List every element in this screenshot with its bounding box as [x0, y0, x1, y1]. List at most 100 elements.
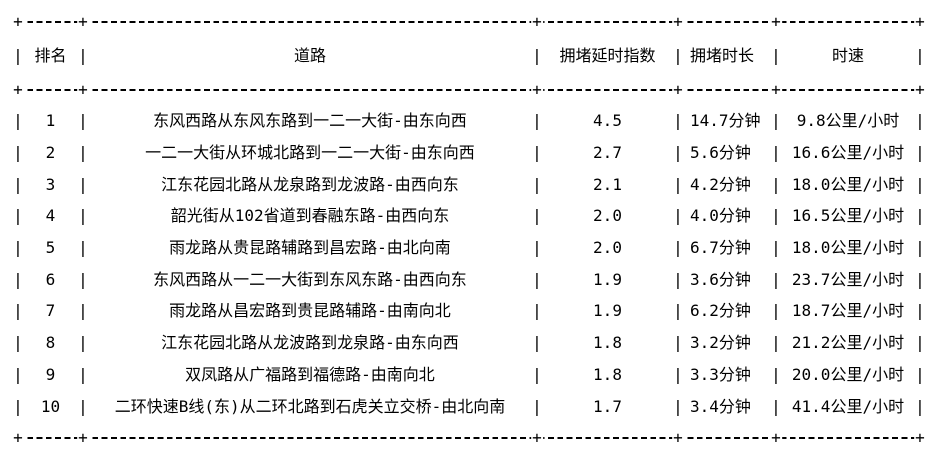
- junction-plus-glyph: +: [77, 80, 89, 99]
- column-separator: |: [915, 206, 925, 226]
- column-separator: |: [673, 269, 683, 289]
- column-separator: |: [13, 396, 23, 416]
- cell-speed: 23.7公里/小时: [791, 269, 905, 289]
- cell-rank: 9: [45, 364, 56, 384]
- column-separator: |: [915, 333, 925, 353]
- cell-duration: 5.6分钟: [690, 143, 751, 163]
- column-separator: |: [771, 333, 781, 353]
- dashed-rule: [18, 89, 921, 91]
- cell-road: 二环快速B线(东)从二环北路到石虎关立交桥-由北向南: [114, 396, 506, 416]
- table-row: | | | | | | 5 雨龙路从贵昆路辅路到昌宏路-由北向南 2.0 6.7分钟 18.0公里/…: [0, 232, 941, 264]
- junction-plus-glyph: +: [77, 12, 89, 31]
- junction-plus-glyph: +: [770, 12, 782, 31]
- column-separator: |: [915, 238, 925, 258]
- column-separator: |: [771, 111, 781, 131]
- column-separator: |: [532, 111, 542, 131]
- junction-plus-glyph: +: [672, 428, 684, 447]
- column-separator: |: [78, 333, 88, 353]
- junction-plus-glyph: +: [770, 428, 782, 447]
- table-row: | | | | | | 10 二环快速B线(东)从二环北路到石虎关立交桥-由北向南 1.7 3.4…: [0, 391, 941, 423]
- cell-speed: 16.6公里/小时: [791, 143, 905, 163]
- column-separator: |: [673, 238, 683, 258]
- table-row: | | | | | | 2 一二一大街从环城北路到一二一大街-由东向西 2.7 5.6分钟 16.6…: [0, 137, 941, 169]
- cell-road: 韶光街从102省道到春融东路-由西向东: [170, 206, 450, 226]
- column-separator: |: [78, 143, 88, 163]
- table-border-rule: + + + + + +: [0, 427, 941, 449]
- cell-delay-index: 1.9: [593, 301, 622, 321]
- junction-plus-glyph: +: [12, 12, 24, 31]
- table-header-row: | | | | | | 排名 道路 拥堵延时指数 拥堵时长 时速: [0, 40, 941, 72]
- column-separator: |: [673, 174, 683, 194]
- column-header-delay-index: 拥堵延时指数: [559, 46, 656, 65]
- junction-plus-glyph: +: [672, 80, 684, 99]
- table-row: | | | | | | 1 东风西路从东风东路到一二一大街-由东向西 4.5 14.7分钟 9.8公…: [0, 105, 941, 137]
- cell-road: 一二一大街从环城北路到一二一大街-由东向西: [145, 143, 475, 163]
- column-separator: |: [673, 111, 683, 131]
- column-separator: |: [78, 396, 88, 416]
- junction-plus-glyph: +: [531, 12, 543, 31]
- column-separator: |: [13, 111, 23, 131]
- column-separator: |: [673, 46, 683, 65]
- junction-plus-glyph: +: [672, 12, 684, 31]
- column-separator: |: [532, 143, 542, 163]
- cell-rank: 10: [40, 396, 61, 416]
- column-separator: |: [532, 238, 542, 258]
- column-header-rank: 排名: [34, 46, 67, 65]
- cell-duration: 6.7分钟: [690, 238, 751, 258]
- column-separator: |: [13, 143, 23, 163]
- junction-plus-glyph: +: [914, 12, 926, 31]
- column-separator: |: [78, 364, 88, 384]
- column-separator: |: [673, 301, 683, 321]
- column-separator: |: [915, 111, 925, 131]
- junction-plus-glyph: +: [77, 428, 89, 447]
- cell-rank: 6: [45, 269, 56, 289]
- column-separator: |: [13, 238, 23, 258]
- junction-plus-glyph: +: [914, 80, 926, 99]
- cell-speed: 21.2公里/小时: [791, 333, 905, 353]
- cell-speed: 18.7公里/小时: [791, 301, 905, 321]
- cell-road: 雨龙路从昌宏路到贵昆路辅路-由南向北: [169, 301, 451, 321]
- junction-plus-glyph: +: [12, 428, 24, 447]
- column-separator: |: [532, 206, 542, 226]
- cell-speed: 18.0公里/小时: [791, 238, 905, 258]
- cell-speed: 20.0公里/小时: [791, 364, 905, 384]
- column-separator: |: [13, 364, 23, 384]
- column-separator: |: [78, 206, 88, 226]
- column-separator: |: [673, 396, 683, 416]
- column-separator: |: [771, 206, 781, 226]
- cell-rank: 3: [45, 174, 56, 194]
- column-separator: |: [13, 301, 23, 321]
- column-separator: |: [915, 269, 925, 289]
- table-row: | | | | | | 7 雨龙路从昌宏路到贵昆路辅路-由南向北 1.9 6.2分钟 18.7公里/…: [0, 295, 941, 327]
- junction-plus-glyph: +: [914, 428, 926, 447]
- cell-rank: 8: [45, 333, 56, 353]
- cell-rank: 5: [45, 238, 56, 258]
- cell-speed: 16.5公里/小时: [791, 206, 905, 226]
- cell-duration: 14.7分钟: [690, 111, 761, 131]
- column-separator: |: [78, 111, 88, 131]
- column-separator: |: [532, 364, 542, 384]
- table-row: | | | | | | 9 双凤路从广福路到福德路-由南向北 1.8 3.3分钟 20.0公里/小时: [0, 359, 941, 391]
- column-header-road: 道路: [293, 46, 326, 65]
- column-separator: |: [915, 174, 925, 194]
- cell-duration: 3.3分钟: [690, 364, 751, 384]
- cell-delay-index: 2.0: [593, 206, 622, 226]
- column-separator: |: [13, 333, 23, 353]
- column-separator: |: [915, 46, 925, 65]
- cell-duration: 3.2分钟: [690, 333, 751, 353]
- table-row: | | | | | | 6 东风西路从一二一大街到东风东路-由西向东 1.9 3.6分钟 23.7公…: [0, 264, 941, 296]
- cell-rank: 4: [45, 206, 56, 226]
- table-border-rule: + + + + + +: [0, 79, 941, 101]
- cell-road: 江东花园北路从龙波路到龙泉路-由东向西: [161, 333, 459, 353]
- column-separator: |: [673, 143, 683, 163]
- junction-plus-glyph: +: [770, 80, 782, 99]
- column-separator: |: [532, 333, 542, 353]
- column-separator: |: [771, 46, 781, 65]
- table-row: | | | | | | 8 江东花园北路从龙波路到龙泉路-由东向西 1.8 3.2分钟 21.2公里…: [0, 327, 941, 359]
- column-separator: |: [771, 143, 781, 163]
- junction-plus-glyph: +: [531, 80, 543, 99]
- column-separator: |: [13, 269, 23, 289]
- cell-delay-index: 1.8: [593, 333, 622, 353]
